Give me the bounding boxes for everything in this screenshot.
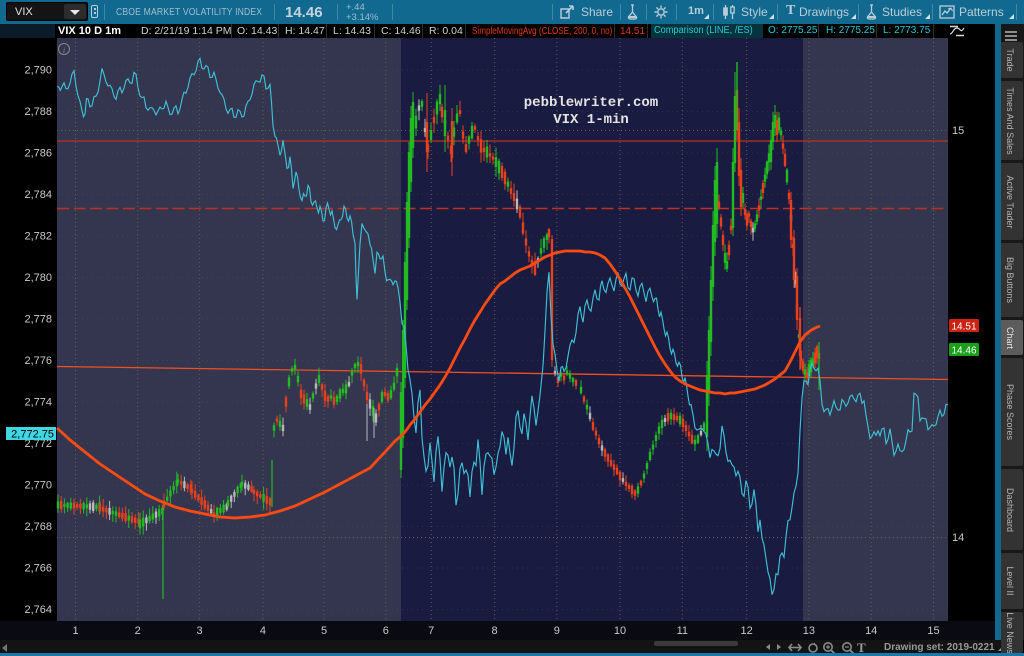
svg-text:14: 14 [952, 532, 964, 544]
svg-text:2,772: 2,772 [24, 438, 52, 450]
svg-text:2,788: 2,788 [24, 106, 52, 118]
svg-text:15: 15 [952, 125, 964, 137]
svg-text:14.46: 14.46 [951, 346, 976, 357]
svg-text:2,774: 2,774 [24, 397, 52, 409]
svg-text:2,768: 2,768 [24, 521, 52, 533]
svg-text:2,776: 2,776 [24, 355, 52, 367]
svg-text:pebblewriter.com: pebblewriter.com [524, 95, 658, 111]
svg-text:2,764: 2,764 [24, 604, 52, 616]
svg-text:2,780: 2,780 [24, 272, 52, 284]
svg-text:2,786: 2,786 [24, 148, 52, 160]
svg-text:VIX 1-min: VIX 1-min [553, 112, 629, 128]
svg-text:2,784: 2,784 [24, 189, 52, 201]
svg-text:2,770: 2,770 [24, 480, 52, 492]
svg-text:2,766: 2,766 [24, 563, 52, 575]
svg-text:14.51: 14.51 [951, 322, 976, 333]
svg-text:2,782: 2,782 [24, 231, 52, 243]
svg-text:i: i [63, 46, 65, 55]
svg-text:2,778: 2,778 [24, 314, 52, 326]
svg-text:2,790: 2,790 [24, 65, 52, 77]
svg-text:2,772.75: 2,772.75 [11, 429, 54, 441]
